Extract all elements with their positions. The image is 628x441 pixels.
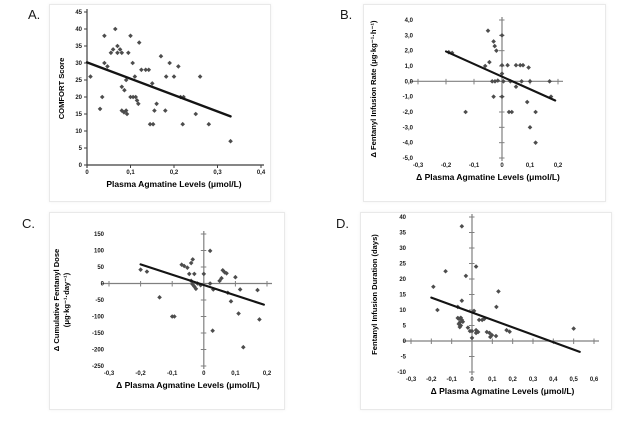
svg-text:-1,0: -1,0 — [403, 95, 414, 101]
svg-text:0: 0 — [101, 282, 105, 288]
panel-c: -0,3 -0,2 -0,1 0 0,1 0,2 150 100 50 0 -50 -100 -150 -… — [49, 212, 285, 410]
svg-text:Fentanyl Infusion Duration (da: Fentanyl Infusion Duration (days) — [370, 234, 379, 355]
svg-text:0,2: 0,2 — [170, 170, 179, 176]
svg-text:Δ Plasma Agmatine Levels (μmol: Δ Plasma Agmatine Levels (μmol/L) — [431, 386, 575, 396]
svg-text:40: 40 — [399, 215, 406, 221]
svg-text:0,3: 0,3 — [529, 377, 538, 383]
svg-text:0,1: 0,1 — [526, 163, 535, 169]
svg-text:20: 20 — [399, 277, 406, 283]
svg-text:0,1: 0,1 — [126, 170, 135, 176]
svg-text:20: 20 — [75, 95, 82, 101]
svg-text:Δ Fentanyl Infusion Rate (μg·k: Δ Fentanyl Infusion Rate (μg·kg⁻¹·h⁻¹) — [369, 20, 378, 158]
svg-text:(μg·kg⁻¹·day⁻¹): (μg·kg⁻¹·day⁻¹) — [62, 272, 71, 327]
svg-text:0,6: 0,6 — [590, 377, 599, 383]
panel-a: 0 0,1 0,2 0,3 0,4 0 5 10 15 20 25 30 35 40 45 Plasma Ag… — [49, 4, 271, 202]
svg-text:-0,1: -0,1 — [469, 163, 480, 169]
svg-text:5: 5 — [403, 324, 407, 330]
svg-text:0,4: 0,4 — [257, 170, 266, 176]
svg-text:-0,3: -0,3 — [413, 163, 424, 169]
svg-text:10: 10 — [399, 308, 406, 314]
svg-text:-4,0: -4,0 — [403, 141, 414, 147]
svg-text:0,2: 0,2 — [554, 163, 563, 169]
svg-text:150: 150 — [94, 232, 105, 238]
svg-text:Plasma Agmatine Levels (μmol/L: Plasma Agmatine Levels (μmol/L) — [106, 179, 241, 189]
svg-text:100: 100 — [94, 249, 105, 255]
panel-label-a: A. — [28, 7, 41, 22]
svg-text:0,4: 0,4 — [549, 377, 558, 383]
svg-text:0,2: 0,2 — [263, 371, 272, 377]
svg-text:4,0: 4,0 — [405, 18, 414, 24]
svg-text:-0,2: -0,2 — [441, 163, 452, 169]
svg-text:0: 0 — [79, 163, 83, 169]
svg-text:-2,0: -2,0 — [403, 110, 414, 116]
svg-text:-5,0: -5,0 — [403, 156, 414, 162]
svg-text:-200: -200 — [92, 348, 105, 354]
svg-text:-0,1: -0,1 — [167, 371, 178, 377]
svg-text:-0,2: -0,2 — [426, 377, 437, 383]
svg-text:-0,2: -0,2 — [135, 371, 146, 377]
svg-text:-0,1: -0,1 — [446, 377, 457, 383]
svg-text:15: 15 — [75, 112, 82, 118]
svg-text:Δ Plasma Agmatine Levels (μmol: Δ Plasma Agmatine Levels (μmol/L) — [416, 172, 560, 182]
scatter-plot-comfort-score: 0 0,1 0,2 0,3 0,4 0 5 10 15 20 25 30 35 40 45 Plasma Ag… — [57, 9, 266, 189]
svg-text:40: 40 — [75, 27, 82, 33]
svg-text:50: 50 — [97, 265, 104, 271]
svg-text:0,1: 0,1 — [231, 371, 240, 377]
svg-text:0: 0 — [500, 163, 504, 169]
scatter-plot-fentanyl-infusion-rate: -0,3 -0,2 -0,1 0 0,1 0,2 4,0 3,0 2,0 1,0 0,0 -1,0 -2… — [369, 17, 563, 182]
svg-text:COMFORT Score: COMFORT Score — [57, 58, 66, 120]
svg-text:5: 5 — [79, 146, 83, 152]
svg-text:45: 45 — [75, 10, 82, 16]
svg-text:25: 25 — [75, 78, 82, 84]
svg-text:30: 30 — [75, 61, 82, 67]
svg-text:0: 0 — [470, 377, 474, 383]
panel-label-c: C. — [22, 216, 35, 231]
svg-text:1,0: 1,0 — [405, 64, 414, 70]
svg-text:35: 35 — [399, 231, 406, 237]
panel-d: -0,3 -0,2 -0,1 0 0,1 0,2 0,3 0,4 0,5 0,6 40 35 30 25 2… — [360, 212, 612, 410]
svg-text:10: 10 — [75, 129, 82, 135]
svg-text:Δ Plasma Agmatine Levels (μmol: Δ Plasma Agmatine Levels (μmol/L) — [116, 380, 260, 390]
svg-text:-150: -150 — [92, 331, 105, 337]
svg-text:-250: -250 — [92, 364, 105, 370]
panel-label-d: D. — [336, 216, 349, 231]
svg-text:-5: -5 — [401, 355, 407, 361]
svg-text:Δ Cumulative Fentanyl Dose: Δ Cumulative Fentanyl Dose — [52, 249, 61, 352]
svg-text:0,2: 0,2 — [508, 377, 517, 383]
svg-text:-100: -100 — [92, 315, 105, 321]
panel-label-b: B. — [340, 7, 353, 22]
svg-text:0: 0 — [403, 339, 407, 345]
svg-text:30: 30 — [399, 246, 406, 252]
svg-text:-0,3: -0,3 — [104, 371, 115, 377]
svg-text:3,0: 3,0 — [405, 33, 414, 39]
svg-text:0,3: 0,3 — [213, 170, 222, 176]
svg-text:2,0: 2,0 — [405, 49, 414, 55]
svg-text:35: 35 — [75, 44, 82, 50]
svg-text:25: 25 — [399, 262, 406, 268]
svg-text:0: 0 — [85, 170, 89, 176]
svg-text:0,1: 0,1 — [488, 377, 497, 383]
svg-text:15: 15 — [399, 293, 406, 299]
svg-text:0,0: 0,0 — [405, 79, 414, 85]
scatter-plot-cumulative-fentanyl-dose: -0,3 -0,2 -0,1 0 0,1 0,2 150 100 50 0 -50 -100 -150 -… — [52, 231, 272, 390]
svg-text:-0,3: -0,3 — [406, 377, 417, 383]
svg-text:-50: -50 — [95, 298, 104, 304]
svg-text:0,5: 0,5 — [569, 377, 578, 383]
scatter-plot-fentanyl-infusion-duration: -0,3 -0,2 -0,1 0 0,1 0,2 0,3 0,4 0,5 0,6 40 35 30 25 2… — [370, 214, 599, 396]
svg-text:-10: -10 — [397, 370, 406, 376]
svg-text:-3,0: -3,0 — [403, 125, 414, 131]
panel-b: -0,3 -0,2 -0,1 0 0,1 0,2 4,0 3,0 2,0 1,0 0,0 -1,0 -2… — [363, 4, 606, 202]
svg-text:0: 0 — [202, 371, 206, 377]
